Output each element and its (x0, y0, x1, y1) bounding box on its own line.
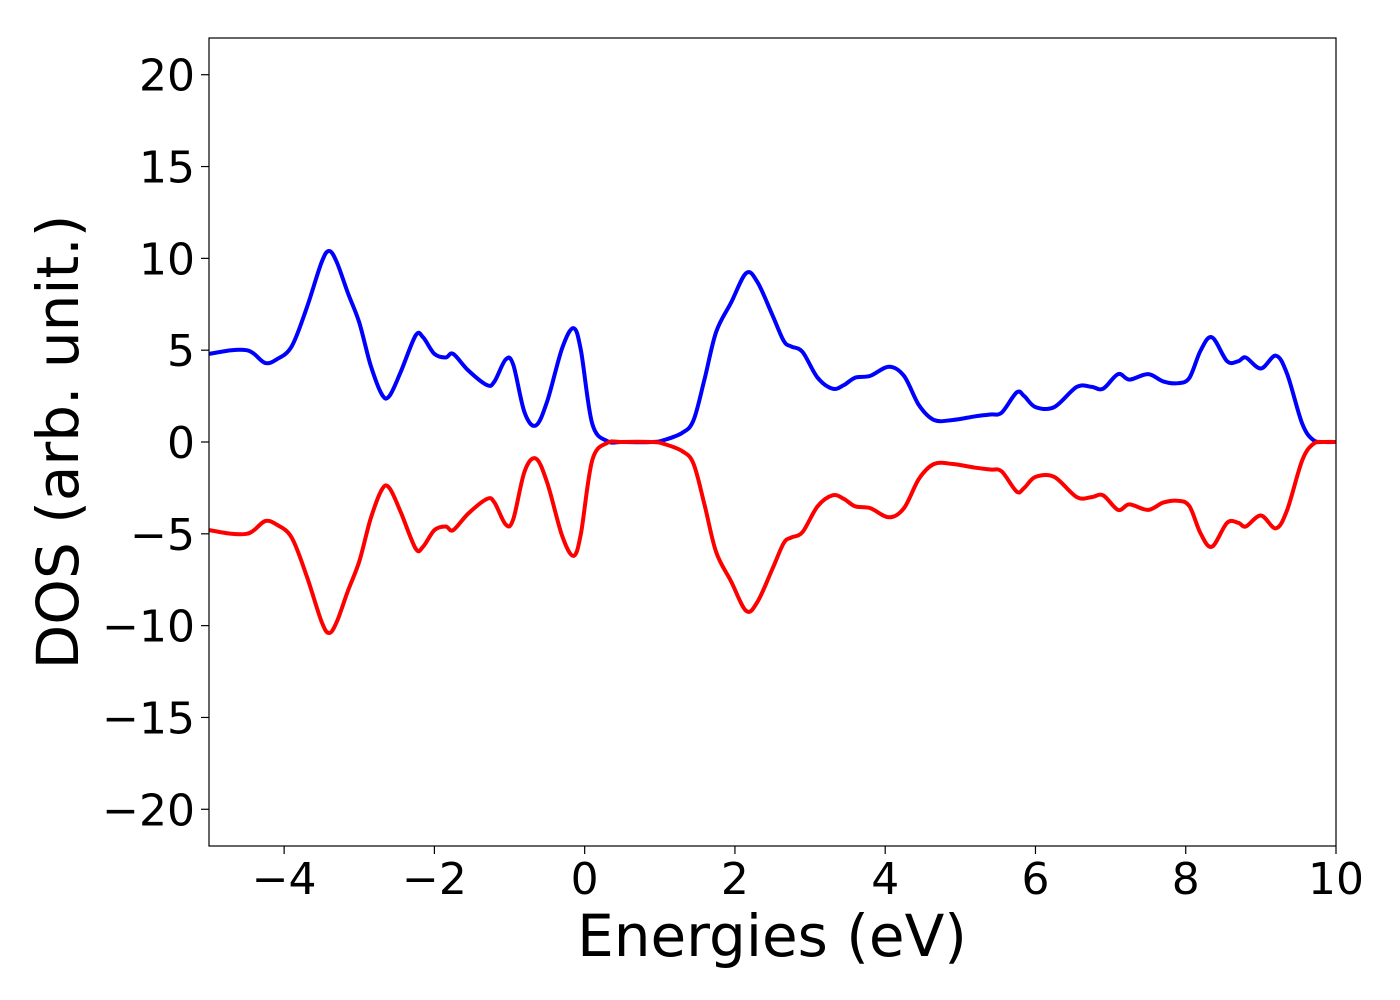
x-tick-label: 2 (721, 854, 749, 905)
x-tick-label: −4 (252, 854, 317, 905)
y-tick-label: −10 (102, 602, 195, 653)
y-tick-label: 5 (167, 326, 195, 377)
y-axis-title: DOS (arb. unit.) (24, 215, 92, 670)
x-tick-label: −2 (402, 854, 467, 905)
x-tick-label: 8 (1172, 854, 1200, 905)
x-tick-label: 10 (1308, 854, 1364, 905)
y-tick-label: 20 (139, 51, 195, 102)
x-axis: −4 −2 0 2 4 6 8 10 (252, 846, 1364, 905)
y-tick-label: 15 (139, 143, 195, 194)
y-tick-label: −20 (102, 785, 195, 836)
y-tick-label: −5 (130, 510, 195, 561)
plot-area (209, 38, 1336, 846)
y-tick-label: 0 (167, 418, 195, 469)
series-line-spin-down (209, 439, 1336, 635)
x-tick-label: 6 (1021, 854, 1049, 905)
series-line-spin-up (209, 249, 1336, 445)
y-tick-label: 10 (139, 234, 195, 285)
y-tick-label: −15 (102, 693, 195, 744)
x-axis-title: Energies (eV) (577, 902, 967, 970)
x-tick-label: 4 (871, 854, 899, 905)
x-tick-label: 0 (571, 854, 599, 905)
series-layer (209, 249, 1336, 635)
y-axis: 20 15 10 5 0 −5 −10 −15 −20 (102, 51, 209, 836)
